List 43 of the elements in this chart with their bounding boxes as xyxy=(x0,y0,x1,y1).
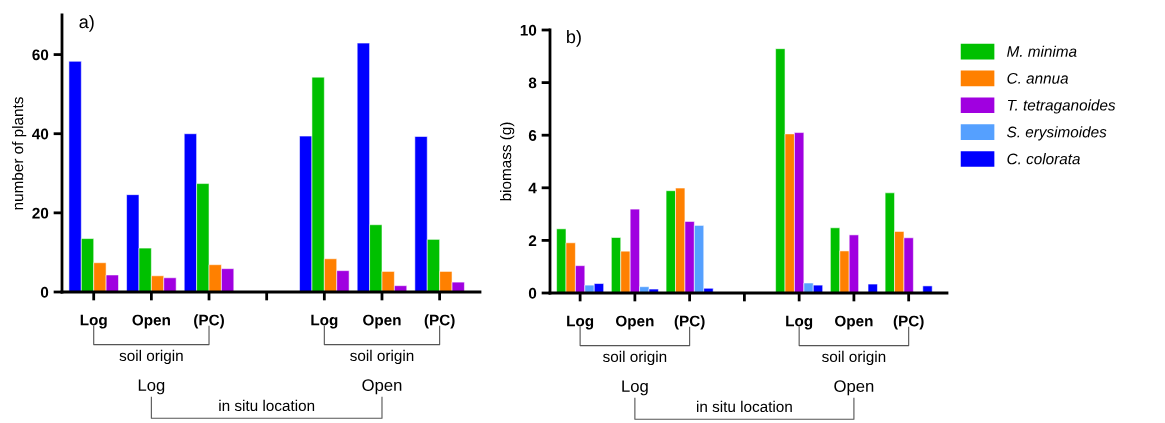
y-axis-title: biomass (g) xyxy=(500,122,515,201)
x-tick-label: Log xyxy=(311,314,338,329)
x-tick-label: (PC) xyxy=(674,315,705,330)
y-tick-label: 0 xyxy=(528,287,537,299)
x-tick-label: (PC) xyxy=(893,315,924,330)
x-tick-label: Log xyxy=(567,315,594,330)
legend-label: M. minima xyxy=(1007,45,1077,57)
text: soil origin xyxy=(822,350,886,366)
text: soil origin xyxy=(603,350,667,366)
text: soil origin xyxy=(350,349,414,365)
chart-title: b) xyxy=(567,30,581,47)
y-tick-label: 60 xyxy=(32,49,49,61)
text: Open xyxy=(834,380,874,396)
y-tick-label: 6 xyxy=(528,130,537,141)
x-tick-label: Open xyxy=(363,314,401,329)
y-tick-label: 2 xyxy=(528,235,537,246)
text: Log xyxy=(622,380,648,396)
y-tick-label: 8 xyxy=(528,77,537,89)
x-tick-label: Open xyxy=(835,315,873,330)
chart-title: a) xyxy=(79,15,94,32)
legend-label: C. colorata xyxy=(1007,153,1080,165)
text: in situ location xyxy=(697,400,792,413)
x-tick-label: Log xyxy=(786,315,813,330)
text: in situ location xyxy=(219,399,315,412)
text: Log xyxy=(138,379,165,395)
y-tick-label: 0 xyxy=(40,286,49,298)
x-tick-label: (PC) xyxy=(194,314,224,329)
x-tick-label: Open xyxy=(615,315,654,330)
x-tick-label: (PC) xyxy=(424,314,455,329)
legend-label: C. annua xyxy=(1007,72,1069,84)
x-tick-label: Open xyxy=(132,314,170,329)
text: soil origin xyxy=(119,349,183,365)
bar xyxy=(922,285,933,293)
y-tick-label: 20 xyxy=(32,207,49,219)
legend-label: S. erysimoides xyxy=(1007,126,1107,141)
y-tick-label: 40 xyxy=(32,128,49,140)
legend-label: T. tetraganoides xyxy=(1007,99,1116,114)
y-tick-label: 10 xyxy=(520,24,537,36)
text: Open xyxy=(362,379,402,395)
y-axis-title: number of plants xyxy=(12,97,27,210)
x-tick-label: Log xyxy=(80,314,107,329)
y-tick-label: 4 xyxy=(528,182,537,194)
bar xyxy=(867,283,878,293)
